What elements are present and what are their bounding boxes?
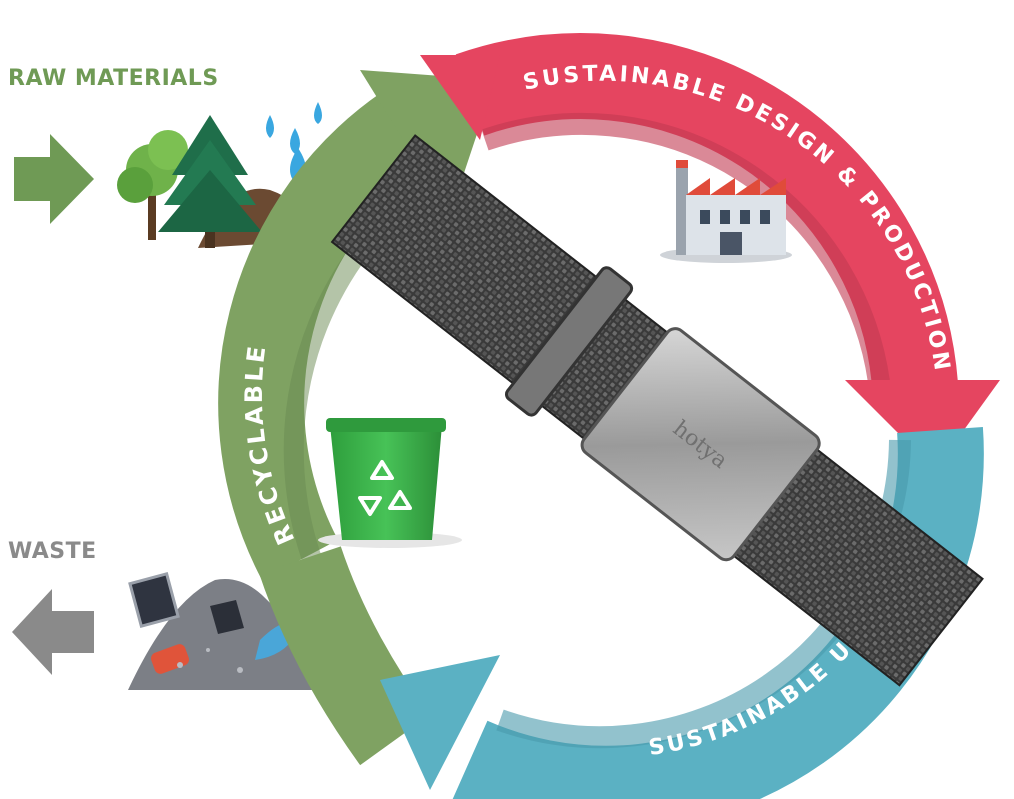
design-arrowhead [845, 380, 1000, 470]
recycling-bin-icon [318, 418, 462, 548]
nylon-watch-strap-image: hotya [330, 134, 984, 687]
factory-icon [660, 160, 792, 263]
waste-arrow [12, 589, 94, 675]
waste-label: WASTE [8, 539, 97, 564]
recyclable-arc: RECYCLABLE [218, 70, 495, 766]
raw-materials-label: RAW MATERIALS [8, 66, 219, 91]
raw-materials-arrow [14, 134, 94, 224]
use-arrowhead [380, 655, 500, 790]
